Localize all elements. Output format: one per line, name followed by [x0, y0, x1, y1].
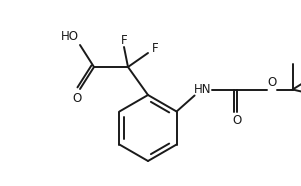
Text: HO: HO	[61, 31, 79, 44]
Text: F: F	[121, 33, 127, 46]
Text: F: F	[152, 41, 158, 54]
Text: HN: HN	[194, 83, 211, 96]
Text: O: O	[72, 92, 82, 105]
Text: O: O	[232, 114, 241, 127]
Text: O: O	[267, 76, 276, 89]
